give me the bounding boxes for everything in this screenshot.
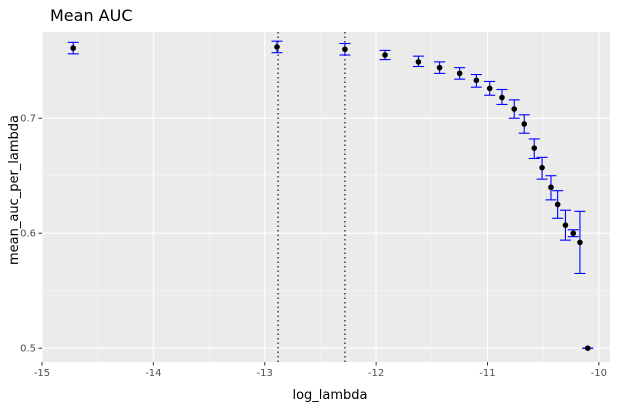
- data-point: [577, 239, 583, 246]
- data-point: [342, 46, 348, 53]
- x-axis: -15 -14 -13 -12 -11 -10: [34, 362, 607, 379]
- data-point: [456, 70, 463, 77]
- x-axis-title: log_lambda: [292, 388, 367, 403]
- data-point: [584, 345, 591, 352]
- data-point: [531, 145, 538, 151]
- data-point: [473, 77, 480, 84]
- plot-panel: [41, 32, 610, 362]
- x-tick-label: -15: [34, 368, 50, 379]
- data-point: [486, 85, 493, 92]
- x-tick-label: -14: [145, 368, 161, 379]
- y-tick-label: 0.7: [20, 114, 36, 125]
- data-point: [274, 44, 280, 50]
- data-point: [539, 164, 545, 171]
- y-tick-label: 0.6: [20, 229, 36, 240]
- data-point: [570, 230, 577, 237]
- data-point: [382, 52, 388, 58]
- y-axis-title: mean_auc_per_lambda: [7, 115, 22, 265]
- data-point: [562, 222, 569, 228]
- x-tick-label: -12: [368, 368, 384, 379]
- data-point: [521, 121, 528, 127]
- x-tick-label: -11: [479, 368, 495, 379]
- x-tick-label: -10: [591, 368, 607, 379]
- y-tick-label: 0.5: [20, 344, 36, 355]
- data-point: [436, 64, 443, 71]
- data-point: [499, 94, 505, 101]
- y-axis: 0.5 0.6 0.7: [20, 114, 42, 355]
- chart-title: Mean AUC: [50, 6, 133, 25]
- data-point: [511, 106, 518, 112]
- panel-background: [42, 32, 610, 362]
- data-point: [554, 201, 561, 208]
- data-point: [548, 184, 554, 191]
- data-point: [415, 59, 422, 65]
- data-point: [70, 45, 76, 51]
- x-tick-label: -13: [257, 368, 273, 379]
